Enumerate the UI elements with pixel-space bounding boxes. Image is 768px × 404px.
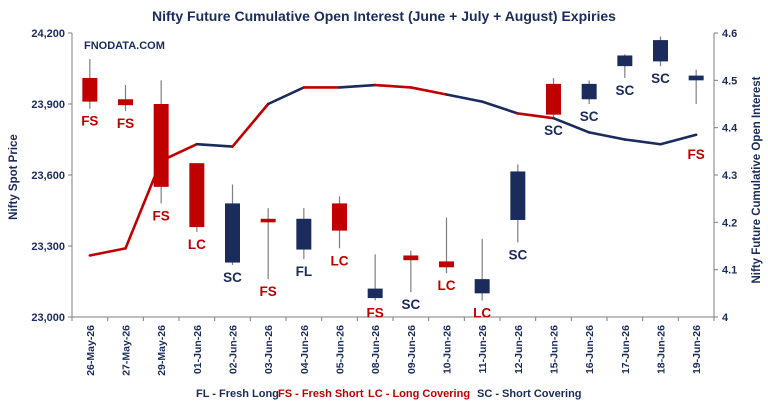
candle-body bbox=[546, 83, 561, 115]
annotation-label: FS bbox=[688, 147, 705, 162]
candle-body bbox=[403, 255, 419, 261]
y-left-tick-label: 23,300 bbox=[31, 241, 65, 253]
annotation-label: SC bbox=[223, 270, 242, 285]
annotation-label: FS bbox=[153, 208, 170, 223]
candle-body bbox=[332, 203, 347, 231]
x-tick-label: 26-May-26 bbox=[85, 325, 97, 376]
open-interest-segment bbox=[409, 86, 448, 96]
y-right-tick-label: 4.4 bbox=[722, 123, 738, 135]
x-tick-label: 19-Jun-26 bbox=[691, 325, 703, 374]
candle-body bbox=[260, 218, 276, 223]
x-tick-label: 17-Jun-26 bbox=[620, 325, 632, 374]
x-tick-label: 08-Jun-26 bbox=[370, 325, 382, 374]
open-interest-segment bbox=[480, 100, 520, 115]
x-tick-label: 12-Jun-26 bbox=[513, 325, 525, 374]
x-tick-label: 05-Jun-26 bbox=[335, 325, 347, 374]
x-tick-label: 01-Jun-26 bbox=[192, 325, 204, 374]
x-tick-label: 29-May-26 bbox=[156, 325, 168, 376]
candle-body bbox=[653, 40, 668, 62]
legend-entry: LC - Long Covering bbox=[368, 388, 470, 400]
open-interest-segment bbox=[623, 138, 662, 146]
axes-group: 23,000 23,300 23,600 23,900 24,200 4 4.1 4.2 4.3… bbox=[31, 28, 738, 376]
candle-body bbox=[225, 203, 240, 263]
x-tick-label: 10-Jun-26 bbox=[442, 325, 454, 374]
y-left-tick-label: 23,900 bbox=[31, 99, 65, 111]
open-interest-segment bbox=[445, 93, 484, 103]
open-interest-segment bbox=[266, 86, 306, 106]
annotation-label: SC bbox=[544, 123, 563, 138]
open-interest-segment bbox=[338, 83, 377, 89]
annotation-label: FS bbox=[81, 114, 98, 129]
candle-body bbox=[118, 99, 133, 106]
y-axis-right-title: Nifty Future Cumulative Open Interest bbox=[751, 76, 763, 283]
annotations-group: FS FS FS LC SC FS FL LC FS SC LC LC SC SC SC SC SC FS bbox=[81, 71, 705, 320]
y-right-tick-label: 4.6 bbox=[722, 28, 737, 40]
annotation-label: FS bbox=[260, 284, 277, 299]
open-interest-segment bbox=[124, 159, 163, 250]
y-left-tick-label: 24,200 bbox=[31, 28, 65, 40]
annotation-label: SC bbox=[615, 83, 634, 98]
open-interest-segment bbox=[373, 83, 413, 89]
candle-body bbox=[296, 218, 312, 250]
annotation-label: SC bbox=[508, 247, 527, 262]
candles-group bbox=[82, 36, 704, 301]
legend-entry: FS - Fresh Short bbox=[278, 388, 364, 400]
open-interest-segment bbox=[659, 133, 698, 146]
x-tick-label: 03-Jun-26 bbox=[263, 325, 275, 374]
watermark: FNODATA.COM bbox=[84, 40, 165, 52]
y-left-tick-label: 23,600 bbox=[31, 170, 65, 182]
open-interest-segment bbox=[516, 112, 555, 120]
x-tick-label: 15-Jun-26 bbox=[549, 325, 561, 374]
annotation-label: LC bbox=[331, 253, 349, 268]
legend: FL - Fresh Long FS - Fresh Short LC - Long… bbox=[196, 388, 582, 400]
open-interest-line-group bbox=[88, 83, 698, 257]
y-right-tick-label: 4.2 bbox=[722, 217, 737, 229]
y-axis-left-title: Nifty Spot Price bbox=[8, 134, 20, 220]
y-right-tick-label: 4.3 bbox=[722, 170, 737, 182]
x-tick-label: 02-Jun-26 bbox=[228, 325, 240, 374]
candle-body bbox=[367, 288, 383, 299]
y-right-tick-label: 4 bbox=[722, 312, 729, 324]
open-interest-segment bbox=[159, 142, 199, 163]
candle-body bbox=[617, 55, 633, 67]
open-interest-segment bbox=[231, 102, 270, 148]
candle-body bbox=[510, 171, 526, 220]
annotation-label: SC bbox=[580, 109, 599, 124]
chart-title: Nifty Future Cumulative Open Interest (J… bbox=[152, 8, 616, 24]
open-interest-segment bbox=[587, 131, 627, 141]
x-tick-label: 04-Jun-26 bbox=[299, 325, 311, 374]
y-right-tick-label: 4.5 bbox=[722, 75, 737, 87]
legend-entry: SC - Short Covering bbox=[477, 388, 582, 400]
annotation-label: FS bbox=[117, 116, 134, 131]
y-left-tick-label: 23,000 bbox=[31, 312, 65, 324]
legend-entry: FL - Fresh Long bbox=[196, 388, 279, 400]
y-right-tick-label: 4.1 bbox=[722, 265, 737, 277]
annotation-label: LC bbox=[473, 305, 491, 320]
open-interest-segment bbox=[195, 142, 234, 148]
annotation-label: SC bbox=[401, 297, 420, 312]
annotation-label: FL bbox=[296, 264, 313, 279]
candle-body bbox=[474, 279, 490, 294]
x-tick-label: 27-May-26 bbox=[121, 325, 133, 376]
annotation-label: SC bbox=[651, 71, 670, 86]
annotation-label: LC bbox=[438, 278, 456, 293]
open-interest-segment bbox=[88, 247, 127, 257]
candle-body bbox=[688, 75, 704, 81]
open-interest-segment bbox=[552, 116, 591, 134]
annotation-label: LC bbox=[188, 237, 206, 252]
x-tick-label: 16-Jun-26 bbox=[584, 325, 596, 374]
candle-body bbox=[153, 104, 169, 187]
candle-body bbox=[581, 83, 597, 100]
candle-body bbox=[82, 77, 98, 102]
x-tick-label: 09-Jun-26 bbox=[406, 325, 418, 374]
candle-body bbox=[189, 163, 205, 228]
x-tick-label: 11-Jun-26 bbox=[477, 325, 489, 374]
annotation-label: FS bbox=[367, 305, 384, 320]
candle-body bbox=[439, 261, 454, 268]
x-tick-label: 18-Jun-26 bbox=[656, 325, 668, 374]
